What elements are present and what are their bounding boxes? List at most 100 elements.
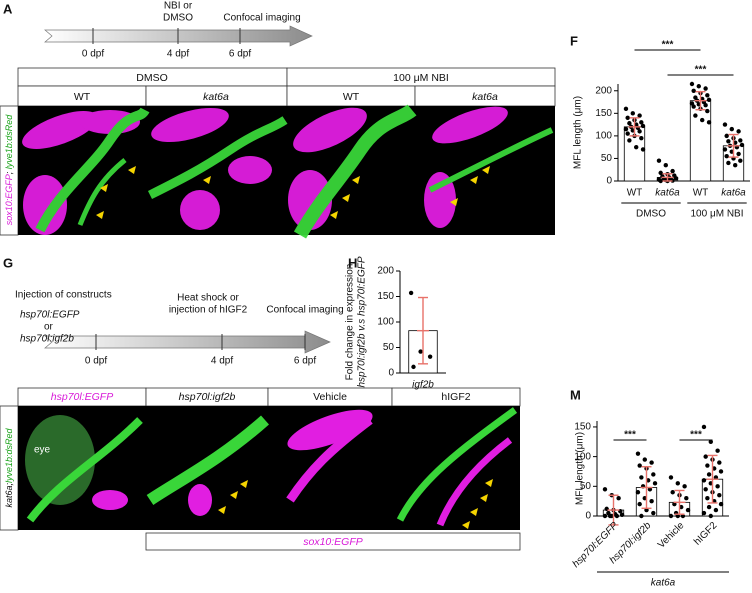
treatment: DMSO [163, 13, 193, 24]
data-point [691, 104, 696, 109]
significance-label: *** [695, 65, 707, 76]
data-point [616, 495, 621, 501]
y-tick-label: 200 [595, 85, 612, 96]
data-point [602, 487, 608, 492]
data-point [663, 163, 668, 168]
data-point [693, 113, 698, 118]
side-label: sox10:EGFP; lyve1b:dsRed [4, 114, 14, 226]
x-tick-label: hIGF2 [692, 520, 720, 548]
data-point [713, 507, 719, 513]
timeline-a: NBI or DMSO Confocal imaging 0 dpf 4 dpf… [44, 1, 313, 60]
header: hIGF2 [441, 391, 470, 403]
data-point [717, 460, 722, 465]
group-label: 100 μM NBI [690, 209, 743, 220]
y-tick-label: 100 [574, 451, 591, 462]
y-tick-label: 100 [377, 317, 394, 328]
data-point [701, 424, 707, 430]
tick: 6 dpf [294, 356, 316, 367]
data-point [715, 448, 720, 453]
data-point [685, 507, 691, 513]
timeline-g: Injection of constructs hsp70l:EGFP or h… [15, 290, 344, 367]
y-tick-label: 50 [601, 153, 613, 164]
treatment: injection of hIGF2 [169, 305, 248, 316]
panel-letter: M [570, 387, 581, 402]
genotype: WT [74, 91, 91, 103]
y-tick-label: 150 [574, 422, 591, 433]
eye-label: eye [34, 445, 51, 456]
data-point [722, 147, 728, 152]
construct: or [44, 322, 54, 333]
panel-letter: F [570, 33, 578, 48]
data-point [736, 151, 741, 157]
data-point [718, 501, 724, 507]
data-point [627, 121, 632, 126]
footer: sox10:EGFP [303, 536, 363, 548]
x-tick-label: Vehicle [656, 520, 687, 551]
data-point [700, 117, 705, 123]
imaging: Confocal imaging [266, 305, 343, 316]
tick: 6 dpf [229, 49, 251, 60]
data-point [706, 472, 712, 477]
data-point [705, 495, 710, 501]
data-point [668, 475, 674, 480]
data-point [649, 460, 654, 465]
data-point [738, 138, 743, 143]
data-point [637, 501, 642, 507]
data-point [623, 126, 629, 132]
micrographs-row1 [18, 104, 555, 239]
data-point [708, 513, 713, 519]
side-label-part: ; [4, 483, 14, 486]
panel-letter: H [348, 255, 357, 270]
data-point [701, 510, 707, 516]
data-point [630, 111, 635, 116]
side-label: kat6a;lyve1b:dsRed [4, 427, 14, 507]
data-point [639, 135, 644, 141]
data-point [708, 439, 713, 444]
data-point [715, 484, 720, 489]
genotype: kat6a [472, 91, 498, 103]
y-tick-label: 50 [580, 481, 592, 492]
micrographs-row3: eye [18, 406, 520, 530]
y-axis-label: MFL length (μm) [573, 96, 584, 169]
x-tick-label: kat6a [721, 188, 746, 199]
x-tick-label: kat6a [655, 188, 680, 199]
side-label-part: ; [4, 169, 14, 174]
data-point [717, 493, 722, 498]
data-point [635, 451, 641, 456]
data-point [640, 123, 646, 129]
significance-label: *** [690, 430, 702, 441]
side-label-part: sox10:EGFP [4, 174, 14, 225]
data-point [726, 160, 731, 166]
treatment: NBI or [164, 1, 193, 12]
data-point [652, 481, 658, 486]
x-axis-label: kat6a [651, 578, 676, 589]
data-point [408, 290, 414, 296]
data-point [658, 170, 663, 176]
data-point [649, 498, 654, 504]
data-point [418, 349, 423, 354]
data-point [738, 158, 743, 163]
x-tick-label: WT [627, 188, 643, 199]
data-point [684, 495, 689, 501]
data-point [619, 512, 625, 518]
panel-letter: G [3, 255, 13, 270]
y-tick-label: 0 [606, 176, 612, 187]
significance-label: *** [624, 430, 636, 441]
y-tick-label: 150 [377, 291, 394, 302]
data-point [639, 513, 644, 519]
data-point [640, 147, 646, 152]
condition: DMSO [136, 72, 168, 84]
data-point [637, 129, 642, 134]
y-tick-label: 150 [595, 108, 612, 119]
data-point [639, 120, 644, 125]
data-point [673, 176, 679, 181]
data-point [739, 142, 745, 148]
data-point [670, 168, 675, 174]
y-tick-label: 200 [377, 266, 394, 277]
data-point [703, 454, 708, 459]
data-point [614, 513, 620, 519]
group-label: DMSO [636, 209, 666, 220]
genotype: kat6a [203, 91, 229, 103]
data-point [722, 122, 728, 127]
